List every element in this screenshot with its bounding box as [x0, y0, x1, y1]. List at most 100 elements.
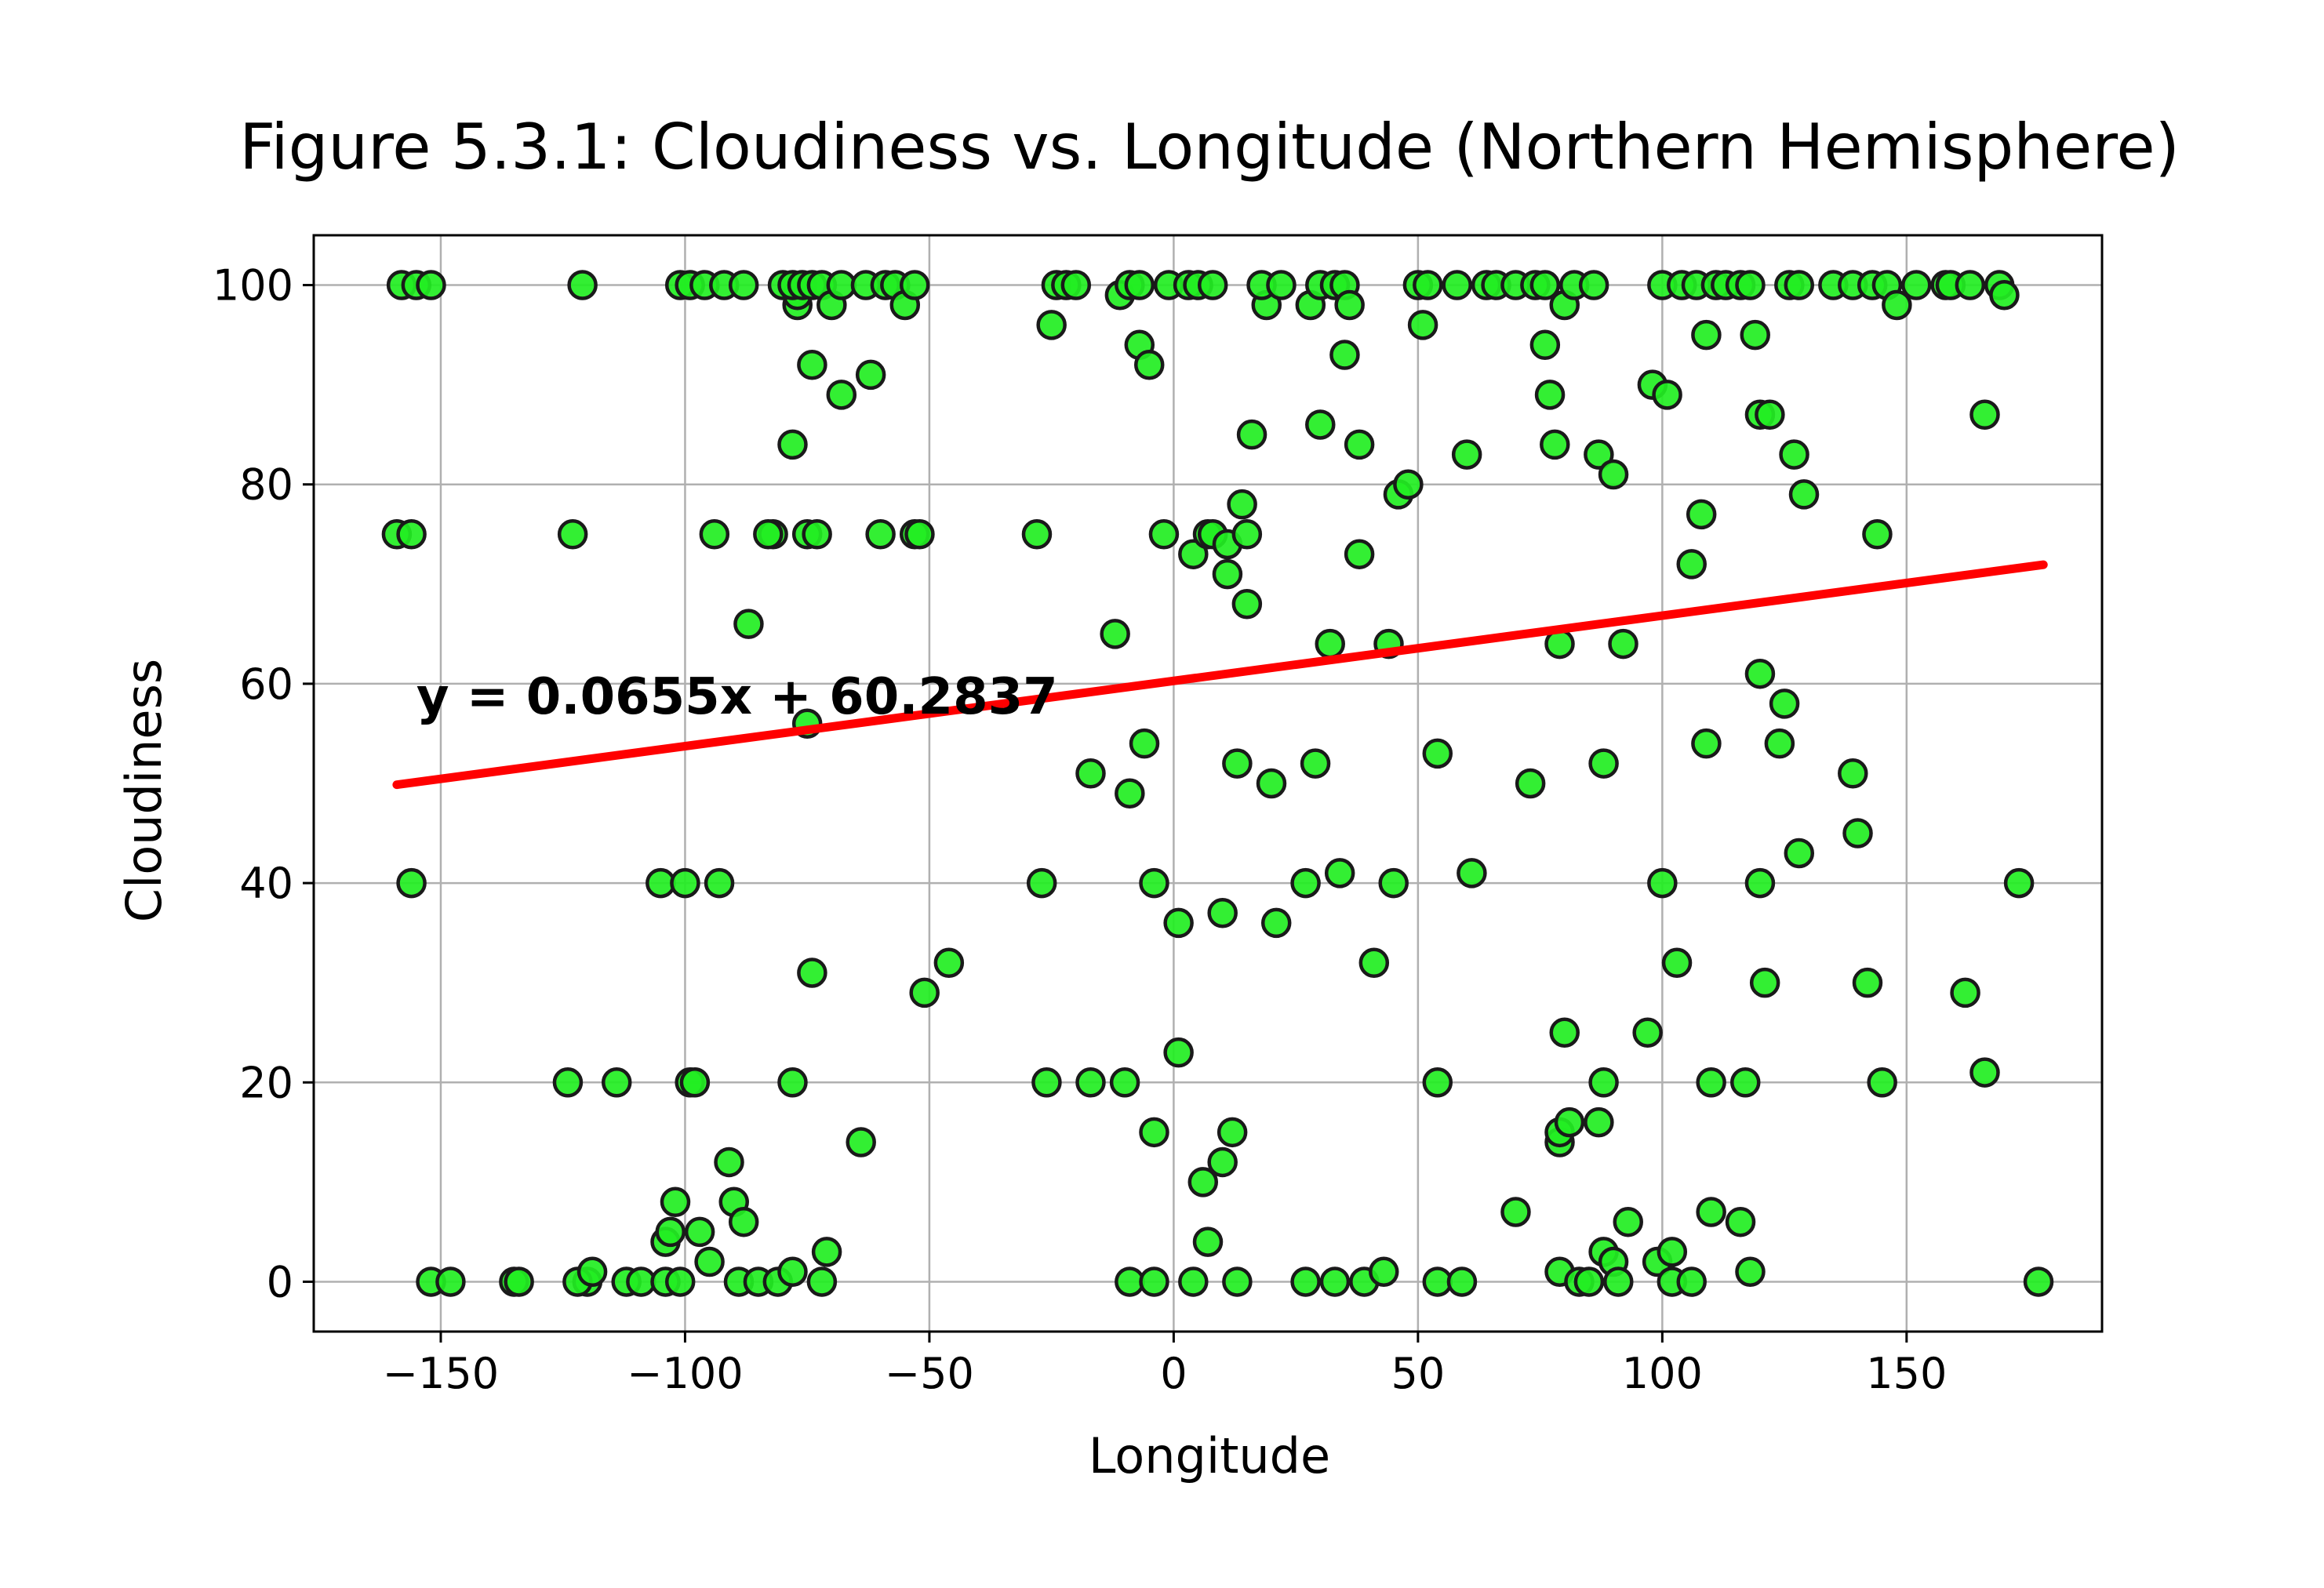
data-point	[1231, 588, 1263, 620]
data-point	[777, 429, 808, 460]
data-point	[1989, 280, 2020, 311]
data-point	[1842, 818, 1873, 849]
data-point	[1378, 867, 1409, 899]
data-point	[1554, 1107, 1585, 1138]
data-point	[1725, 1206, 1756, 1237]
y-tick-label: 20	[239, 1058, 293, 1107]
data-point	[1969, 399, 2000, 431]
data-point	[1207, 1146, 1238, 1178]
data-point	[1197, 270, 1228, 300]
plot-frame	[312, 234, 2104, 1333]
data-point	[1109, 1067, 1140, 1098]
data-point	[557, 519, 588, 550]
data-point	[1026, 867, 1057, 899]
data-point	[1740, 319, 1770, 351]
data-point	[1021, 519, 1053, 550]
data-point	[1540, 429, 1570, 460]
data-point	[909, 977, 940, 1008]
data-point	[933, 947, 965, 979]
x-tick-label: −150	[383, 1349, 499, 1398]
data-point	[396, 519, 427, 550]
data-point	[1515, 768, 1546, 799]
data-point	[1632, 1017, 1663, 1048]
data-point	[1451, 439, 1482, 470]
chart-title: Figure 5.3.1: Cloudiness vs. Longitude (…	[239, 111, 2180, 184]
data-point	[1300, 748, 1331, 779]
data-point	[704, 867, 735, 899]
data-point	[1686, 499, 1717, 530]
data-point	[576, 1256, 608, 1287]
data-point	[655, 1216, 686, 1248]
data-point	[826, 380, 857, 410]
data-point	[1901, 270, 1932, 300]
data-point	[1534, 380, 1566, 410]
data-point	[1129, 728, 1160, 759]
data-point	[1584, 439, 1614, 470]
data-point	[1603, 1266, 1634, 1297]
y-axis-label: Cloudiness	[115, 659, 173, 922]
data-point	[1578, 270, 1609, 300]
data-point	[1305, 409, 1336, 440]
regression-line	[392, 560, 2048, 790]
data-point	[777, 1256, 808, 1287]
data-point	[1784, 838, 1815, 869]
data-point	[1236, 419, 1267, 450]
data-point	[1148, 519, 1180, 550]
data-point	[733, 609, 764, 639]
data-point	[802, 519, 832, 550]
data-point	[1358, 947, 1390, 979]
data-point	[1647, 867, 1678, 899]
data-point	[601, 1067, 632, 1098]
data-point	[806, 1266, 838, 1297]
data-point	[1749, 967, 1780, 998]
data-point	[1100, 619, 1130, 649]
data-point	[1393, 469, 1424, 500]
data-point	[1178, 539, 1209, 569]
data-point	[1446, 1266, 1478, 1297]
data-point	[2003, 867, 2035, 899]
data-point	[1334, 289, 1365, 321]
data-point	[1413, 270, 1443, 300]
data-point	[1422, 738, 1453, 769]
x-tick-label: 150	[1866, 1349, 1947, 1398]
data-point	[679, 1067, 711, 1098]
data-point	[1256, 768, 1287, 799]
data-point	[777, 1067, 808, 1098]
regression-equation: y = 0.0655x + 60.2837	[416, 668, 1058, 726]
data-point	[1344, 429, 1375, 460]
data-point	[1867, 1067, 1897, 1098]
data-point	[1457, 858, 1487, 888]
data-point	[1769, 689, 1800, 719]
data-point	[1573, 1266, 1605, 1297]
data-point	[1598, 459, 1629, 490]
y-tick-label: 100	[213, 261, 293, 311]
x-tick-label: −100	[627, 1349, 743, 1398]
data-point	[1735, 1256, 1766, 1287]
data-point	[1290, 867, 1321, 899]
data-point	[1676, 1266, 1707, 1297]
data-point	[1755, 399, 1785, 431]
data-point	[1788, 479, 1820, 510]
data-point	[1407, 310, 1438, 340]
data-point	[728, 1206, 759, 1237]
y-tick-label: 0	[267, 1257, 293, 1306]
data-point	[1613, 1206, 1643, 1237]
data-point	[1036, 310, 1067, 340]
data-point	[1779, 439, 1809, 470]
y-tick-label: 80	[239, 460, 293, 510]
data-point	[1661, 947, 1693, 979]
data-point	[1764, 728, 1795, 759]
x-tick-label: 0	[1160, 1349, 1187, 1398]
data-point	[1744, 658, 1776, 689]
data-point	[1862, 519, 1893, 550]
data-point	[1588, 1067, 1619, 1098]
data-point	[416, 270, 446, 300]
data-point	[660, 1186, 691, 1218]
data-point	[1163, 1037, 1194, 1068]
data-point	[435, 1266, 466, 1297]
x-tick-label: −50	[885, 1349, 974, 1398]
data-point	[1676, 549, 1707, 580]
data-point	[1133, 349, 1165, 380]
data-point	[1529, 329, 1561, 361]
data-point	[1584, 1107, 1614, 1138]
